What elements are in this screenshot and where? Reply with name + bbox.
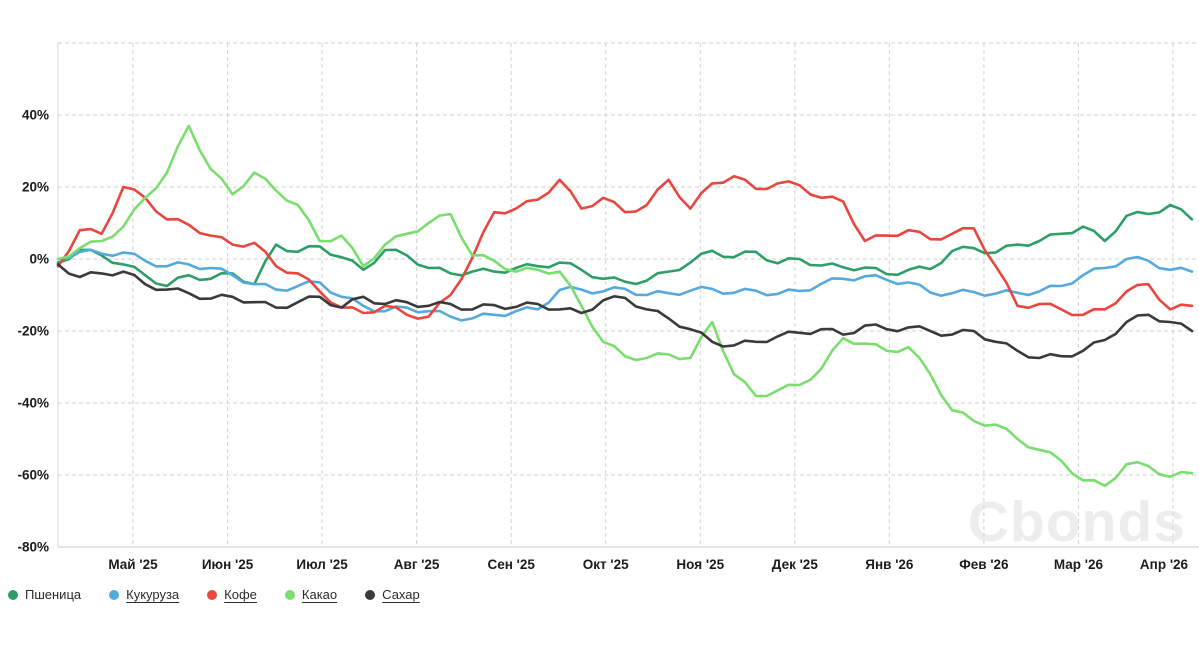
x-axis-label: Мар '26 <box>1054 557 1104 572</box>
legend-dot-Сахар <box>365 590 376 600</box>
y-axis-label: 0% <box>29 252 49 267</box>
series-line-Кукуруза <box>56 248 1194 322</box>
chart-legend: Пшеница Кукуруза Кофе Какао Сахар <box>8 586 420 604</box>
legend-dot-Кукуруза <box>109 590 120 600</box>
y-axis-label: 40% <box>22 108 49 123</box>
legend-item-Пшеница[interactable]: Пшеница <box>8 586 81 604</box>
x-axis-label: Ноя '25 <box>676 557 724 572</box>
legend-item-Какао[interactable]: Какао <box>284 586 338 604</box>
legend-dot-Какао <box>284 590 295 600</box>
x-axis-label: Май '25 <box>108 557 158 572</box>
y-axis-label: -60% <box>17 468 49 483</box>
x-axis-label: Июл '25 <box>296 557 348 572</box>
x-axis-label: Дек '25 <box>772 557 819 572</box>
plot-area: Cbonds Май '25 Июн '25 Июл '25 Авг '25 Сен '2… <box>17 42 1199 572</box>
legend-label: Кофе <box>224 587 257 602</box>
legend-dot-Пшеница <box>8 590 18 600</box>
x-axis-label: Окт '25 <box>583 557 629 572</box>
y-axis-label: -80% <box>17 540 49 555</box>
y-axis-label: -40% <box>17 396 49 411</box>
legend-item-Кофе[interactable]: Кофе <box>207 586 257 604</box>
legend-label: Пшеница <box>25 587 82 602</box>
legend-label: Кукуруза <box>126 587 180 602</box>
y-axis-label: -20% <box>17 324 49 339</box>
x-axis-label: Апр '26 <box>1140 557 1189 572</box>
series-line-Сахар <box>56 263 1194 360</box>
legend-item-Кукуруза[interactable]: Кукуруза <box>109 586 179 604</box>
watermark-cbonds: Cbonds <box>968 490 1186 554</box>
legend-item-Сахар[interactable]: Сахар <box>365 586 420 604</box>
series-line-Какао <box>56 124 1194 488</box>
x-axis-label: Фев '26 <box>959 557 1009 572</box>
series-line-Кофе <box>56 174 1194 320</box>
legend-label: Какао <box>301 587 338 602</box>
x-axis-label: Сен '25 <box>487 557 535 572</box>
x-axis-label: Авг '25 <box>394 557 440 572</box>
x-axis-label: Янв '26 <box>865 557 914 572</box>
legend-dot-Кофе <box>207 590 218 600</box>
y-axis-label: 20% <box>22 180 49 195</box>
x-axis-label: Июн '25 <box>202 557 254 572</box>
legend-label: Сахар <box>382 587 420 602</box>
